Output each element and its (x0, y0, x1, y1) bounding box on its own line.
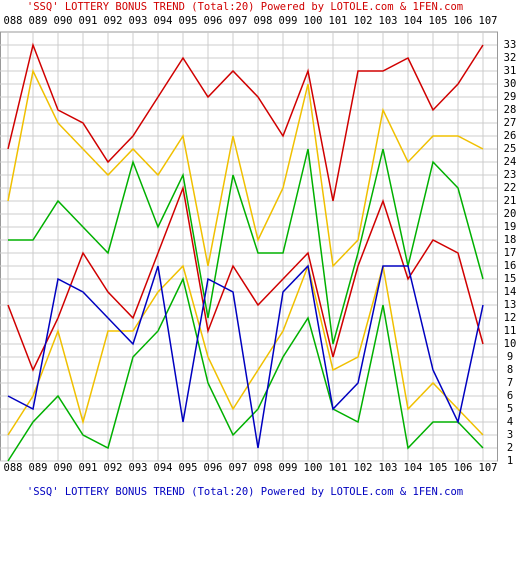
series-line (8, 148, 484, 345)
series-line (7, 263, 484, 436)
x-tick-label: 092 (104, 462, 123, 474)
series-line (7, 42, 484, 202)
x-tick-label: 101 (329, 15, 348, 27)
x-tick-label: 097 (229, 15, 248, 27)
x-tick-label: 090 (54, 462, 73, 474)
y-tick-label: 16 (504, 260, 517, 272)
y-tick-label: 29 (504, 91, 517, 103)
chart-footer: 'SSQ' LOTTERY BONUS TREND (Total:20) Pow… (27, 486, 463, 498)
y-tick-label: 31 (504, 65, 517, 77)
x-tick-label: 093 (129, 15, 148, 27)
y-tick-label: 15 (504, 273, 517, 285)
x-tick-label: 104 (404, 15, 423, 27)
y-tick-label: 26 (504, 130, 517, 142)
x-tick-label: 094 (154, 462, 173, 474)
x-tick-label: 091 (79, 462, 98, 474)
x-tick-label: 100 (304, 462, 323, 474)
y-tick-label: 32 (504, 52, 517, 64)
x-tick-label: 094 (154, 15, 173, 27)
y-tick-label: 13 (504, 299, 517, 311)
y-tick-label: 3 (507, 429, 513, 441)
x-tick-label: 088 (4, 15, 23, 27)
y-tick-label: 27 (504, 117, 517, 129)
y-tick-label: 22 (504, 182, 517, 194)
y-tick-label: 23 (504, 169, 517, 181)
x-tick-label: 106 (454, 462, 473, 474)
x-tick-label: 089 (29, 462, 48, 474)
series-line (7, 276, 484, 462)
x-tick-label: 101 (329, 462, 348, 474)
y-tick-label: 14 (504, 286, 517, 298)
y-tick-label: 6 (507, 390, 513, 402)
y-tick-label: 1 (507, 455, 513, 467)
x-tick-label: 104 (404, 462, 423, 474)
x-tick-label: 099 (279, 462, 298, 474)
y-tick-label: 8 (507, 364, 513, 376)
x-tick-label: 091 (79, 15, 98, 27)
x-tick-label: 097 (229, 462, 248, 474)
y-tick-label: 9 (507, 351, 513, 363)
x-tick-label: 092 (104, 15, 123, 27)
y-tick-label: 24 (504, 156, 517, 168)
x-tick-label: 105 (429, 15, 448, 27)
x-tick-label: 093 (129, 462, 148, 474)
y-tick-label: 7 (507, 377, 513, 389)
y-tick-label: 33 (504, 39, 517, 51)
y-tick-label: 5 (507, 403, 513, 415)
x-tick-label: 099 (279, 15, 298, 27)
y-tick-label: 30 (504, 78, 517, 90)
x-tick-label: 096 (204, 462, 223, 474)
y-tick-label: 11 (504, 325, 517, 337)
x-tick-label: 100 (304, 15, 323, 27)
x-tick-label: 102 (354, 15, 373, 27)
y-tick-label: 21 (504, 195, 517, 207)
y-tick-label: 19 (504, 221, 517, 233)
chart-title: 'SSQ' LOTTERY BONUS TREND (Total:20) Pow… (27, 1, 463, 13)
x-tick-label: 089 (29, 15, 48, 27)
x-tick-label: 105 (429, 462, 448, 474)
y-tick-label: 28 (504, 104, 517, 116)
x-tick-label: 098 (254, 462, 273, 474)
x-tick-label: 096 (204, 15, 223, 27)
x-tick-label: 095 (179, 462, 198, 474)
y-tick-label: 18 (504, 234, 517, 246)
y-tick-label: 4 (507, 416, 513, 428)
series-line (7, 264, 484, 449)
x-tick-label: 102 (354, 462, 373, 474)
x-tick-label: 090 (54, 15, 73, 27)
y-tick-label: 10 (504, 338, 517, 350)
y-tick-label: 25 (504, 143, 517, 155)
series-line (7, 68, 484, 268)
x-tick-label: 103 (379, 15, 398, 27)
x-tick-label: 095 (179, 15, 198, 27)
y-tick-label: 17 (504, 247, 517, 259)
x-tick-label: 106 (454, 15, 473, 27)
x-tick-label: 098 (254, 15, 273, 27)
y-tick-label: 12 (504, 312, 517, 324)
plot-frame (0, 31, 498, 462)
x-tick-label: 107 (479, 15, 498, 27)
x-tick-label: 103 (379, 462, 398, 474)
x-tick-label: 107 (479, 462, 498, 474)
y-tick-label: 2 (507, 442, 513, 454)
x-tick-label: 088 (4, 462, 23, 474)
y-tick-label: 20 (504, 208, 517, 220)
